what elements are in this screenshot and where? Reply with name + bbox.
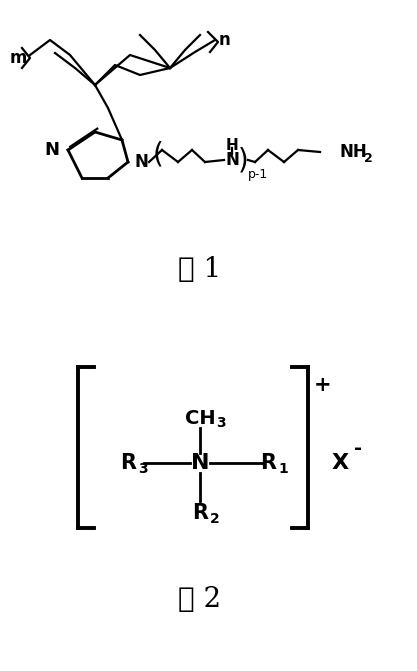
Text: n: n xyxy=(219,31,231,49)
Text: 2: 2 xyxy=(210,512,220,526)
Text: 式 1: 式 1 xyxy=(178,256,221,284)
Text: N: N xyxy=(45,141,60,159)
Text: N: N xyxy=(134,153,148,171)
Text: NH: NH xyxy=(340,143,368,161)
Text: 式 2: 式 2 xyxy=(178,586,221,613)
Text: 2: 2 xyxy=(364,152,373,164)
Text: N: N xyxy=(225,151,239,169)
Text: R: R xyxy=(260,453,276,473)
Text: 1: 1 xyxy=(278,462,288,476)
Text: R: R xyxy=(192,503,208,523)
Text: 3: 3 xyxy=(138,462,148,476)
Text: -: - xyxy=(354,440,362,458)
Text: m: m xyxy=(9,49,27,67)
Text: R: R xyxy=(120,453,136,473)
Text: N: N xyxy=(191,453,209,473)
Text: CH: CH xyxy=(185,409,215,427)
Text: p-1: p-1 xyxy=(248,168,268,181)
Text: (: ( xyxy=(153,141,163,169)
Text: X: X xyxy=(332,453,349,473)
Text: 3: 3 xyxy=(216,416,226,430)
Text: H: H xyxy=(226,138,239,154)
Text: ): ) xyxy=(238,146,249,174)
Text: +: + xyxy=(314,375,332,395)
